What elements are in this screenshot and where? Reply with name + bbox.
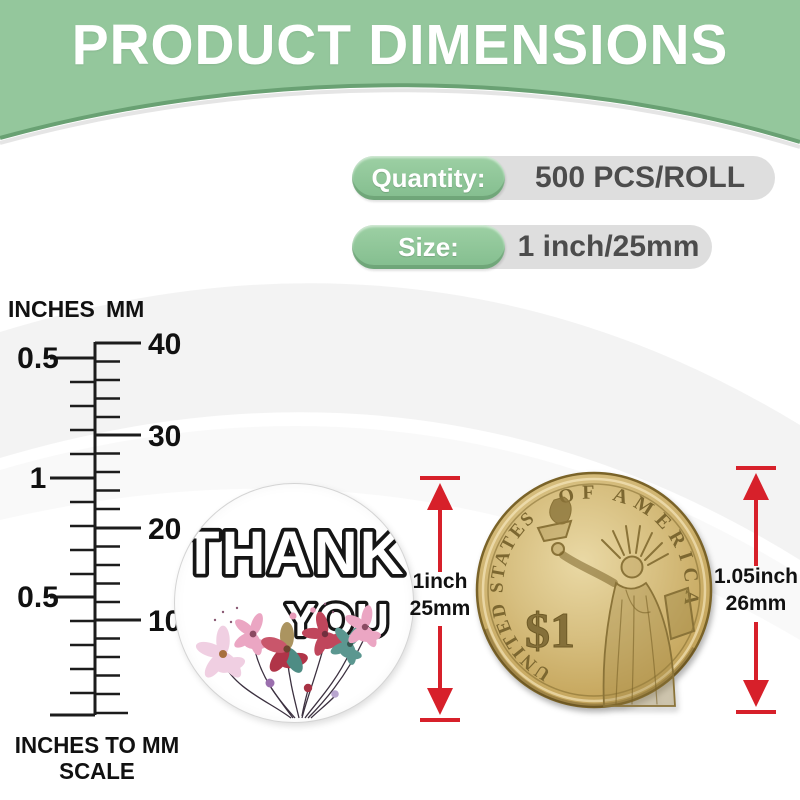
mm-tick-label: 30 [148,420,181,453]
sticker-size-inch: 1inch [412,570,468,593]
inch-tick-label: 1 [30,462,47,495]
header-banner: PRODUCT DIMENSIONS [0,0,800,185]
sticker-thank-text: THANK [182,519,405,587]
coin-denomination: $1 [525,602,575,658]
banner-curve-graphic [0,0,800,185]
coin-size-inch: 1.05inch [713,565,799,588]
coin-size-mm: 26mm [725,591,787,615]
double-arrow-graphic [420,476,460,722]
ruler-ticks [50,341,141,717]
ruler-caption: INCHES TO MM SCALE [14,732,180,785]
dimension-arrow-coin: 1.05inch 26mm [714,464,798,716]
inch-tick-label: 0.5 [17,342,59,375]
dollar-coin: UNITED STATES OF AMERICA $1 [475,471,713,709]
sticker-artwork: THANK YOU [179,515,407,719]
ruler-caption-line2: SCALE [59,757,135,784]
quantity-value: 500 PCS/ROLL [534,161,746,194]
ruler-inches-unit-label: INCHES [8,296,95,322]
inch-tick-label: 0.5 [17,581,59,614]
inches-to-mm-ruler: 0.5 1 0.5 40 30 20 10 [17,328,181,717]
spec-row-size: Size: 1 inch/25mm [352,225,712,269]
quantity-label-pill: Quantity: [352,156,505,200]
size-value: 1 inch/25mm [517,230,700,263]
size-label-pill: Size: [352,225,505,269]
mm-tick-label: 40 [148,328,181,361]
ruler-caption-line1: INCHES TO MM [14,732,180,758]
sticker-size-mm: 25mm [409,596,471,620]
mm-tick-label: 20 [148,513,181,546]
page-title: PRODUCT DIMENSIONS [71,13,729,77]
sticker-size-label: 1inch 25mm [398,569,482,623]
coin-size-label: 1.05inch 26mm [706,564,800,618]
spec-row-quantity: Quantity: 500 PCS/ROLL [352,156,775,200]
double-arrow-graphic [736,466,776,714]
flowers-illustration [193,601,388,719]
statue-of-liberty-illustration [536,496,696,707]
ruler-mm-unit-label: MM [106,296,145,322]
dimension-arrow-sticker: 1inch 25mm [410,474,470,724]
thank-you-sticker: THANK YOU [174,483,414,723]
